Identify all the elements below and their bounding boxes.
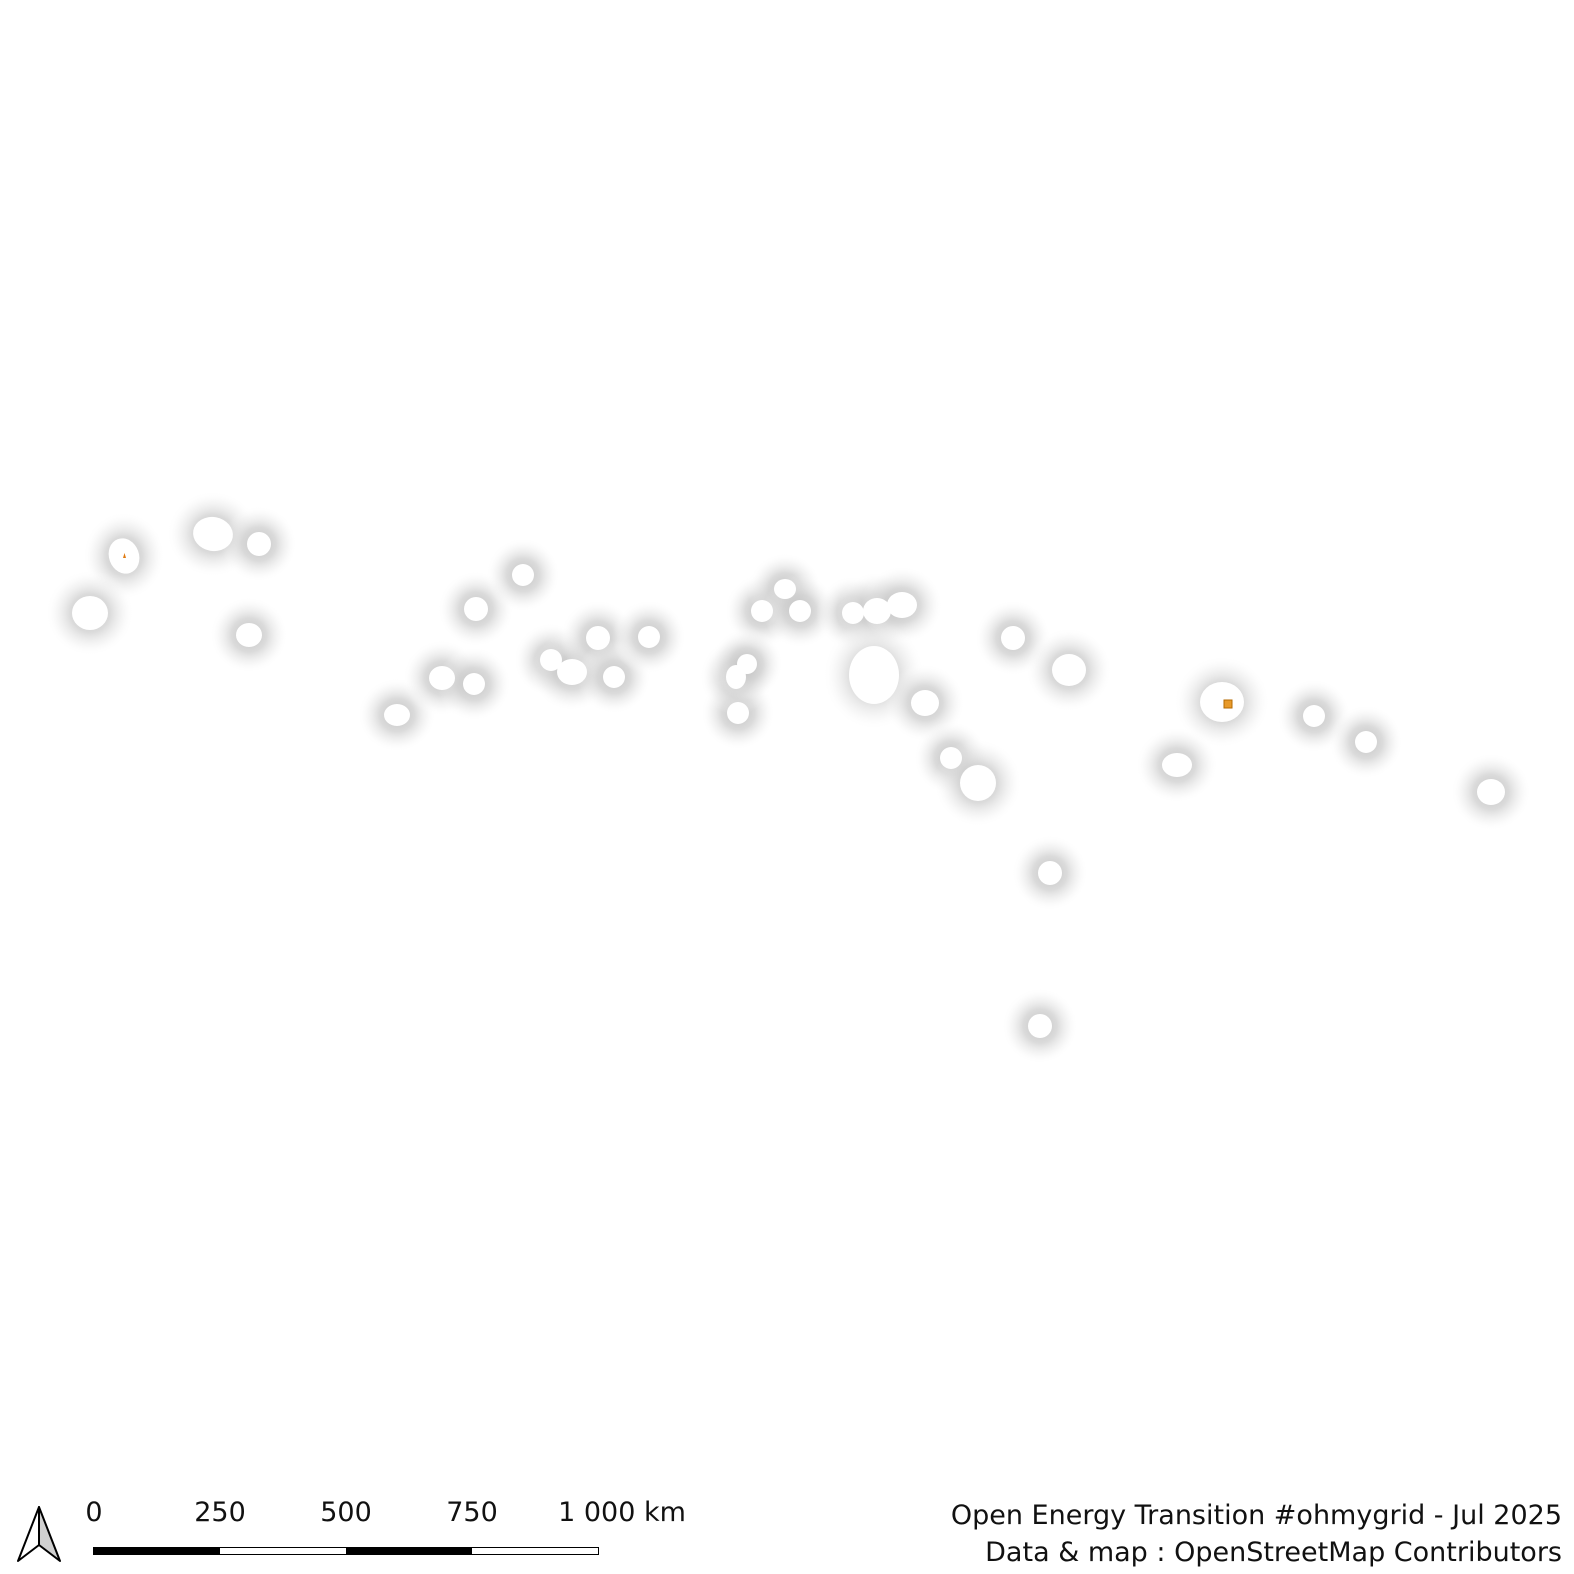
site-05-area[interactable] xyxy=(236,623,262,647)
site-19-area[interactable] xyxy=(727,702,749,724)
scale-label-500: 500 xyxy=(320,1497,372,1528)
site-15-area[interactable] xyxy=(638,626,660,648)
site-16-area[interactable] xyxy=(751,600,773,622)
site-35-area[interactable] xyxy=(1477,779,1505,805)
site-03-area[interactable] xyxy=(190,514,235,554)
site-12-area[interactable] xyxy=(557,659,587,685)
scale-label-250: 250 xyxy=(194,1497,246,1528)
site-11-area[interactable] xyxy=(540,649,562,671)
site-marker-small[interactable] xyxy=(123,553,126,558)
site-08-area[interactable] xyxy=(384,704,410,726)
site-marker-square[interactable] xyxy=(1223,699,1233,709)
scale-label-1000km: 1 000 km xyxy=(558,1497,686,1528)
site-37-area[interactable] xyxy=(1028,1014,1052,1038)
site-25-area[interactable] xyxy=(849,646,899,704)
site-23-area[interactable] xyxy=(863,598,891,624)
site-34-area[interactable] xyxy=(1355,731,1377,753)
site-31-area[interactable] xyxy=(1200,682,1244,722)
site-26-area[interactable] xyxy=(911,690,939,716)
blob-layer xyxy=(72,514,1505,1038)
credits-line-2: Data & map : OpenStreetMap Contributors xyxy=(985,1537,1562,1568)
site-33-area[interactable] xyxy=(1303,705,1325,727)
scale-bar: 0 250 500 750 1 000 km xyxy=(80,1498,720,1568)
site-18-area[interactable] xyxy=(789,600,811,622)
site-29-area[interactable] xyxy=(1001,626,1025,650)
scale-segment-light xyxy=(472,1548,598,1554)
site-32-area[interactable] xyxy=(1162,753,1192,777)
site-13-area[interactable] xyxy=(586,626,610,650)
site-27-area[interactable] xyxy=(940,747,962,769)
site-28-area[interactable] xyxy=(960,765,996,801)
site-21-area[interactable] xyxy=(737,654,757,674)
site-06-area[interactable] xyxy=(464,597,488,621)
site-17-area[interactable] xyxy=(774,579,796,599)
scale-segment-light xyxy=(220,1548,346,1554)
site-10-area[interactable] xyxy=(463,673,485,695)
scale-segment-dark xyxy=(346,1548,472,1554)
halo-layer xyxy=(46,491,1531,1064)
north-arrow-icon xyxy=(17,1506,61,1562)
site-24-area[interactable] xyxy=(887,592,917,618)
site-22-area[interactable] xyxy=(842,602,864,624)
scale-segment-dark xyxy=(94,1548,220,1554)
map-credits: Open Energy Transition #ohmygrid - Jul 2… xyxy=(951,1497,1562,1571)
marker-layer xyxy=(123,553,1233,709)
site-09-area[interactable] xyxy=(429,666,455,690)
site-07-area[interactable] xyxy=(512,564,534,586)
site-14-area[interactable] xyxy=(603,666,625,688)
site-36-area[interactable] xyxy=(1038,861,1062,885)
scale-bar-strip xyxy=(93,1547,599,1555)
site-30-area[interactable] xyxy=(1052,654,1086,686)
credits-line-1: Open Energy Transition #ohmygrid - Jul 2… xyxy=(950,1500,1562,1531)
scale-label-750: 750 xyxy=(446,1497,498,1528)
scale-label-0: 0 xyxy=(85,1497,103,1528)
site-02-area[interactable] xyxy=(72,596,108,630)
site-04-area[interactable] xyxy=(247,532,271,556)
